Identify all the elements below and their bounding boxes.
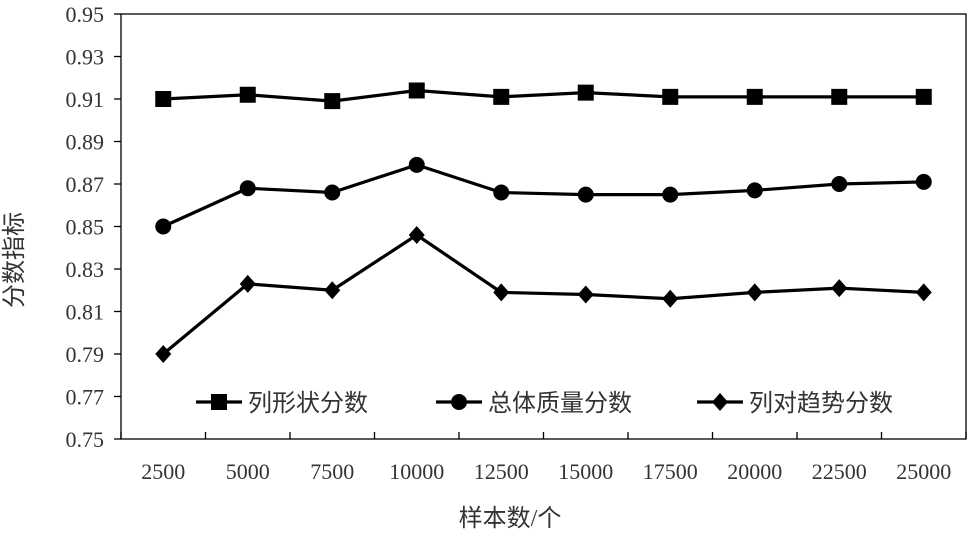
series-line [163,88,924,103]
plot-area [120,13,967,440]
x-axis-title: 样本数/个 [459,505,562,532]
series-diamond [155,226,932,363]
y-tick-label: 0.81 [66,300,105,325]
data-point-diamond [915,283,932,302]
series-square [155,82,932,110]
plot-border [120,13,967,440]
data-point-square [577,84,594,101]
data-point-circle [831,176,848,192]
data-point-diamond [746,283,763,302]
data-point-circle [155,218,172,235]
data-point-square [324,93,341,110]
data-point-circle [324,184,341,201]
y-tick-label: 0.75 [66,427,105,452]
data-point-diamond [662,289,679,308]
series-line [162,163,924,228]
x-tick-label: 10000 [389,459,444,484]
legend-marker-square [211,394,227,410]
data-point-square [239,86,256,103]
y-tick-label: 0.87 [66,172,105,197]
data-point-diamond [831,279,848,298]
legend-marker-diamond [712,393,728,411]
x-tick-label: 22500 [812,459,867,484]
data-point-square [408,82,425,99]
data-point-diamond [493,283,510,302]
data-point-diamond [239,274,256,293]
x-tick-label: 12500 [474,459,529,484]
y-tick-label: 0.79 [66,342,105,367]
data-point-diamond [155,345,172,363]
y-tick-label: 0.91 [66,87,105,112]
y-tick-label: 0.95 [66,2,105,27]
legend-label: 列对趋势分数 [749,390,893,417]
x-tick-label: 15000 [558,459,613,484]
legend-marker-circle [451,394,467,410]
x-tick-label: 2500 [141,459,185,484]
data-point-circle [408,156,425,173]
data-point-square [831,88,848,105]
series-layer [155,82,932,363]
data-point-circle [493,184,510,201]
y-axis: 0.75 0.77 0.79 0.81 0.83 0.85 0.87 0.89 0.91 0.93… [66,2,121,452]
y-tick-label: 0.83 [66,257,105,282]
data-point-circle [577,186,594,203]
data-point-diamond [577,285,594,304]
data-point-square [915,88,932,105]
legend-item: 总体质量分数 [436,390,632,417]
x-tick-label: 7500 [310,459,354,484]
data-point-circle [746,182,763,199]
x-tick-label: 5000 [226,459,270,484]
data-point-square [493,88,510,105]
y-tick-label: 0.77 [66,385,105,410]
y-tick-label: 0.89 [66,130,105,155]
y-tick-label: 0.85 [66,215,105,240]
y-axis-title: 分数指标 [1,212,28,308]
x-tick-label: 20000 [727,459,782,484]
data-point-circle [662,186,679,203]
data-point-circle [915,173,932,190]
y-tick-label: 0.93 [66,45,105,70]
data-point-circle [239,180,256,197]
data-point-diamond [324,281,341,300]
data-point-square [746,88,763,105]
legend-label: 总体质量分数 [488,390,632,417]
data-point-square [662,88,679,105]
legend-item: 列对趋势分数 [697,390,893,417]
data-point-diamond [408,226,425,244]
legend-label: 列形状分数 [248,390,368,417]
series-line [162,233,924,356]
x-tick-label: 17500 [643,459,698,484]
legend: 列形状分数 总体质量分数 列对趋势分数 [196,390,893,417]
x-tick-label: 25000 [896,459,951,484]
data-point-square [155,91,172,107]
x-axis: 2500 5000 7500 10000 12500 15000 17500 20000 225… [120,432,967,484]
legend-item: 列形状分数 [196,390,368,417]
series-circle [155,156,932,235]
